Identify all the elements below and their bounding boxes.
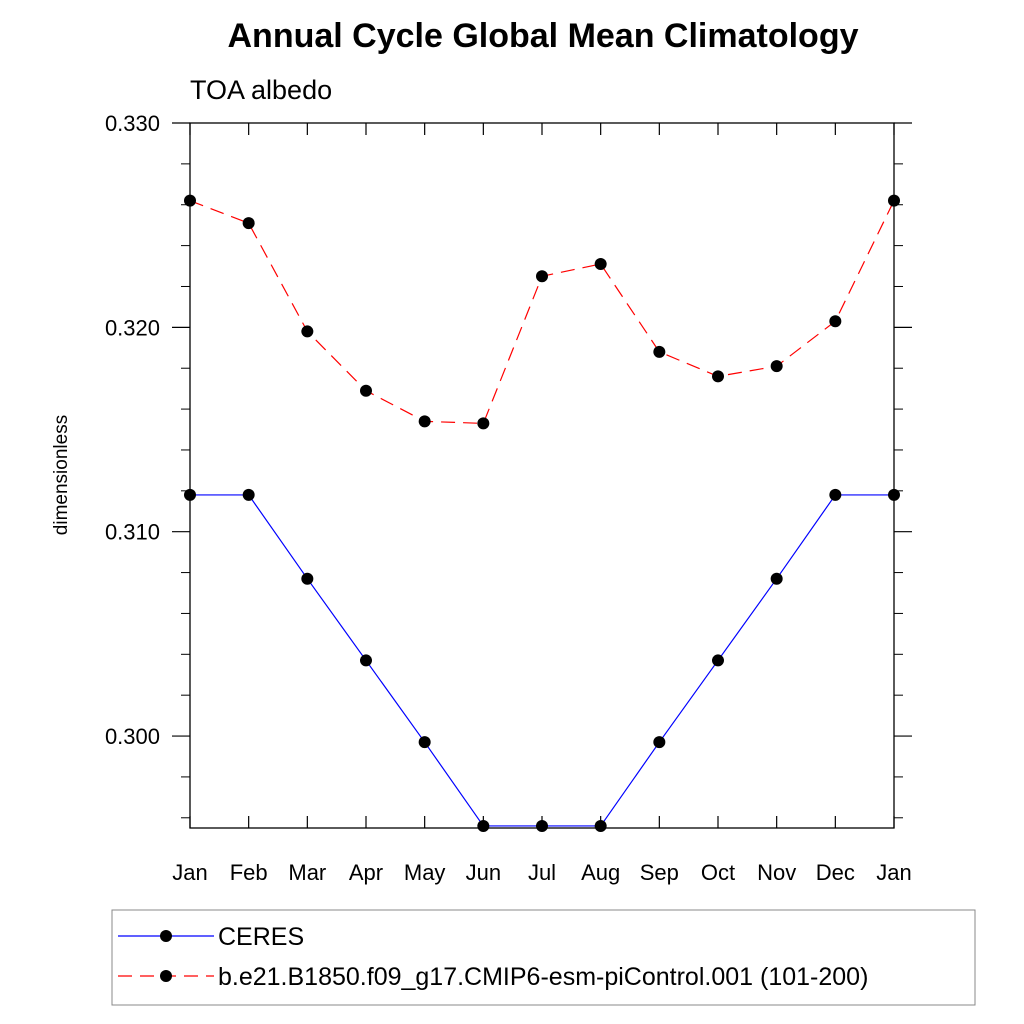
- legend-marker-1: [160, 970, 172, 982]
- plot-frame: [189, 122, 895, 829]
- x-tick-label: Mar: [288, 860, 326, 885]
- x-tick-label: Jan: [172, 860, 207, 885]
- data-point: [536, 819, 548, 832]
- data-point: [594, 258, 607, 270]
- data-point: [653, 345, 666, 358]
- legend-box: [111, 909, 976, 1006]
- data-point: [477, 819, 490, 832]
- data-point: [829, 488, 842, 501]
- series-line-0: [190, 494, 894, 827]
- data-point: [477, 417, 490, 430]
- series-line-1: [189, 200, 895, 425]
- x-tick-label: Jun: [466, 860, 501, 885]
- legend: CERES b.e21.B1850.f09_g17.CMIP6-esm-piCon…: [111, 909, 976, 1006]
- x-tick-label: Jul: [528, 860, 556, 885]
- data-point: [770, 360, 783, 373]
- x-tick-label: Dec: [816, 860, 855, 885]
- legend-label-1: b.e21.B1850.f09_g17.CMIP6-esm-piControl.…: [218, 963, 868, 991]
- y-tick-label: 0.330: [105, 111, 160, 136]
- x-tick-label: Feb: [230, 860, 268, 885]
- y-tick-labels: 0.300 0.310 0.320 0.330: [105, 111, 160, 749]
- x-tick-label: May: [404, 860, 446, 885]
- chart-title: Annual Cycle Global Mean Climatology: [228, 17, 859, 55]
- series-layer: [184, 194, 900, 832]
- data-point: [536, 270, 548, 283]
- axis-ticks: [172, 122, 912, 828]
- x-tick-labels: Jan Feb Mar Apr May Jun Jul Aug Sep Oct Nov Dec Jan: [172, 860, 911, 885]
- data-point: [360, 654, 372, 667]
- data-point: [418, 736, 431, 749]
- x-tick-label: Nov: [757, 860, 796, 885]
- data-point: [594, 819, 607, 832]
- y-axis-label: dimensionless: [51, 415, 72, 535]
- x-tick-label: Jan: [876, 860, 911, 885]
- data-point: [360, 384, 372, 397]
- data-point: [712, 654, 724, 667]
- x-tick-label: Sep: [640, 860, 679, 885]
- legend-label-0: CERES: [218, 923, 304, 951]
- data-point: [242, 488, 255, 501]
- y-tick-label: 0.310: [105, 520, 160, 545]
- data-point: [242, 217, 255, 230]
- data-point: [829, 315, 842, 328]
- data-point: [888, 488, 900, 501]
- data-point: [770, 572, 783, 585]
- x-tick-label: Apr: [349, 860, 383, 885]
- chart-subtitle: TOA albedo: [190, 75, 332, 105]
- data-point: [418, 415, 431, 428]
- x-tick-label: Oct: [701, 860, 735, 885]
- legend-marker-0: [160, 930, 172, 942]
- data-point: [301, 325, 314, 338]
- y-tick-label: 0.320: [105, 315, 160, 340]
- data-point: [653, 736, 666, 749]
- data-point: [712, 370, 724, 383]
- data-point: [301, 572, 314, 585]
- data-point: [184, 194, 196, 207]
- y-tick-label: 0.300: [105, 724, 160, 749]
- data-point: [888, 194, 900, 207]
- data-point: [184, 488, 196, 501]
- x-tick-label: Aug: [581, 860, 620, 885]
